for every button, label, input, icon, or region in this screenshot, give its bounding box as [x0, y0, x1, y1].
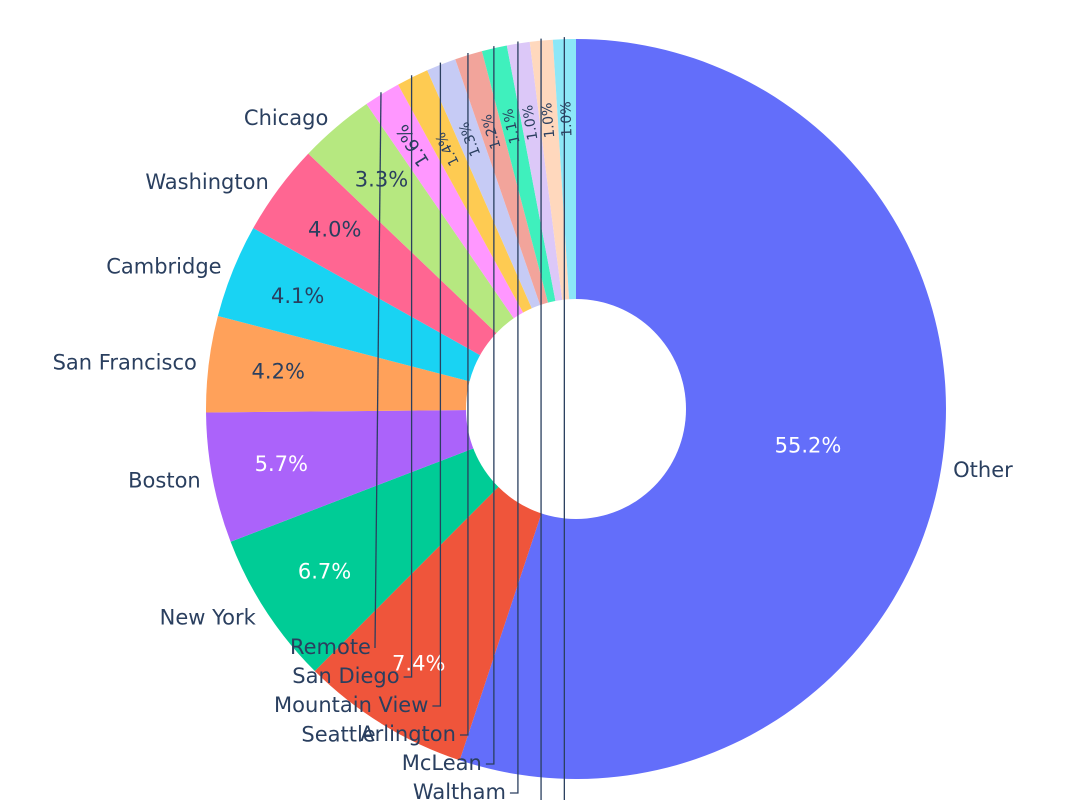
pct-label: 4.2%: [252, 359, 305, 383]
slice-label-san-francisco: San Francisco: [53, 350, 197, 374]
slice-label-remote: Remote: [290, 635, 371, 659]
slice-label-waltham: Waltham: [413, 780, 506, 800]
leader-lines: [374, 37, 565, 800]
slice-label-new-york: New York: [160, 605, 257, 629]
pct-label: 3.3%: [355, 168, 408, 192]
slice-other[interactable]: [459, 39, 946, 779]
pct-label: 4.0%: [308, 218, 361, 242]
pct-label: 5.7%: [255, 452, 308, 476]
leader-line: [432, 62, 442, 707]
leader-line: [403, 75, 413, 678]
leader-line: [485, 46, 495, 765]
pct-label: 1.0%: [520, 104, 541, 142]
slice-labels: Other Seattle New York Boston San Francisco C…: [53, 106, 1014, 800]
slice-label-mclean: McLean: [402, 751, 482, 775]
slice-label-mountain-view: Mountain View: [274, 693, 428, 717]
pct-label: 4.1%: [271, 284, 324, 308]
pct-label: 1.0%: [539, 102, 558, 139]
slice-label-boston: Boston: [128, 468, 201, 492]
slice-label-washington: Washington: [145, 170, 268, 194]
slice-label-other: Other: [953, 458, 1013, 482]
pct-label: 55.2%: [775, 433, 842, 457]
slice-label-san-diego: San Diego: [292, 664, 399, 688]
donut-hole-circle: [466, 299, 686, 519]
leader-line: [509, 41, 519, 794]
pct-label: 1.0%: [558, 101, 575, 137]
slice-label-cambridge: Cambridge: [106, 254, 221, 278]
pct-label: 7.4%: [392, 651, 445, 675]
slice-label-chicago: Chicago: [244, 106, 328, 130]
pct-label: 6.7%: [298, 560, 351, 584]
leader-line: [459, 53, 469, 736]
slice-label-seattle: Seattle: [301, 722, 375, 746]
leader-line: [374, 92, 382, 649]
slice-label-arlington: Arlington: [360, 722, 456, 746]
donut-hole: [466, 299, 686, 519]
